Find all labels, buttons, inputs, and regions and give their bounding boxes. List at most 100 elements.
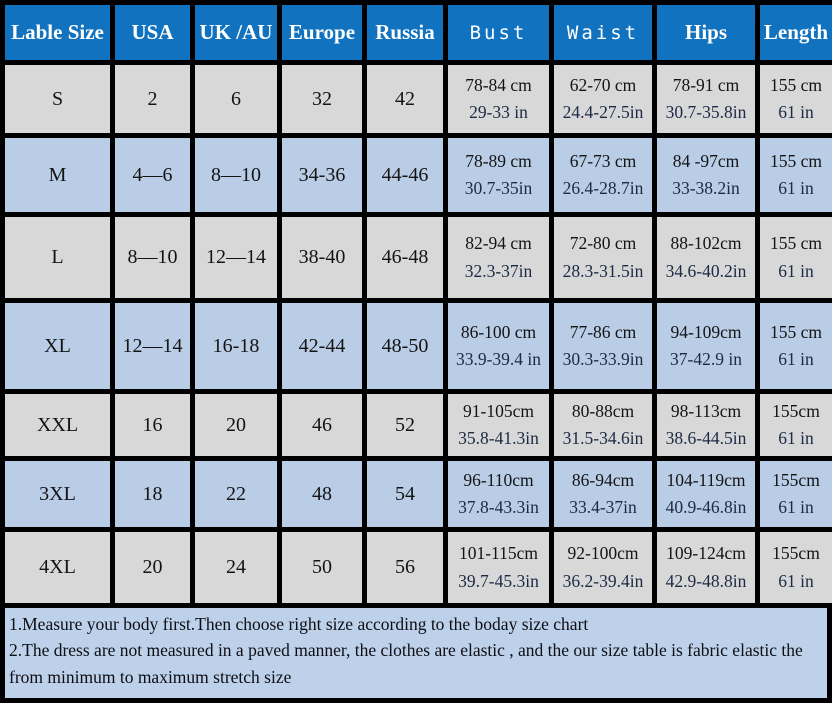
hips-inch-value: 37-42.9 in — [657, 346, 755, 373]
waist-inch-value: 33.4-37in — [554, 494, 652, 521]
uk-au-cell: 24 — [193, 530, 280, 606]
waist-cm-value: 92-100cm — [554, 540, 652, 567]
waist-cm-value: 80-88cm — [554, 398, 652, 425]
usa-cell: 4—6 — [113, 136, 193, 215]
waist-cm-value: 62-70 cm — [554, 72, 652, 99]
waist-inch-value: 26.4-28.7in — [554, 175, 652, 202]
russia-cell: 52 — [365, 392, 446, 459]
usa-cell: 18 — [113, 459, 193, 530]
size-label-cell: XXL — [3, 392, 113, 459]
bust-inch-value: 30.7-35in — [448, 175, 549, 202]
size-label-cell: L — [3, 215, 113, 301]
size-label-cell: S — [3, 63, 113, 136]
usa-cell: 16 — [113, 392, 193, 459]
length-cm-value: 155 cm — [760, 72, 832, 99]
russia-cell: 44-46 — [365, 136, 446, 215]
length-cm-value: 155cm — [760, 540, 832, 567]
hips-inch-value: 33-38.2in — [657, 175, 755, 202]
hips-cm-value: 94-109cm — [657, 319, 755, 346]
usa-cell: 8—10 — [113, 215, 193, 301]
bust-cm-value: 91-105cm — [448, 398, 549, 425]
bust-cm-value: 82-94 cm — [448, 230, 549, 257]
bust-inch-value: 32.3-37in — [448, 258, 549, 285]
uk-au-cell: 20 — [193, 392, 280, 459]
bust-cm-value: 78-89 cm — [448, 148, 549, 175]
col-header-usa: USA — [113, 3, 193, 63]
europe-cell: 50 — [280, 530, 365, 606]
hips-inch-value: 34.6-40.2in — [657, 258, 755, 285]
waist-cm-value: 77-86 cm — [554, 319, 652, 346]
col-header-uk-au: UK /AU — [193, 3, 280, 63]
bust-cm-value: 96-110cm — [448, 467, 549, 494]
uk-au-cell: 6 — [193, 63, 280, 136]
waist-cm-value: 72-80 cm — [554, 230, 652, 257]
europe-cell: 34-36 — [280, 136, 365, 215]
notes-block: 1.Measure your body first.Then choose ri… — [0, 608, 832, 703]
note-line-1: 1.Measure your body first.Then choose ri… — [9, 611, 823, 637]
hips-cm-value: 78-91 cm — [657, 72, 755, 99]
europe-cell: 32 — [280, 63, 365, 136]
hips-cm-value: 109-124cm — [657, 540, 755, 567]
length-inch-value: 61 in — [760, 175, 832, 202]
waist-cm-value: 86-94cm — [554, 467, 652, 494]
length-inch-value: 61 in — [760, 258, 832, 285]
length-inch-value: 61 in — [760, 346, 832, 373]
col-header-lable-size: Lable Size — [3, 3, 113, 63]
col-header-bust: Bust — [446, 3, 552, 63]
length-cm-value: 155cm — [760, 467, 832, 494]
col-header-waist: Waist — [552, 3, 655, 63]
size-label-cell: M — [3, 136, 113, 215]
length-cm-value: 155 cm — [760, 230, 832, 257]
russia-cell: 56 — [365, 530, 446, 606]
waist-inch-value: 30.3-33.9in — [554, 346, 652, 373]
bust-inch-value: 35.8-41.3in — [448, 425, 549, 452]
col-header-europe: Europe — [280, 3, 365, 63]
usa-cell: 12—14 — [113, 301, 193, 392]
waist-cm-value: 67-73 cm — [554, 148, 652, 175]
length-inch-value: 61 in — [760, 494, 832, 521]
bust-cm-value: 101-115cm — [448, 540, 549, 567]
hips-cm-value: 98-113cm — [657, 398, 755, 425]
usa-cell: 2 — [113, 63, 193, 136]
col-header-hips: Hips — [655, 3, 758, 63]
length-inch-value: 61 in — [760, 99, 832, 126]
uk-au-cell: 12—14 — [193, 215, 280, 301]
europe-cell: 46 — [280, 392, 365, 459]
uk-au-cell: 16-18 — [193, 301, 280, 392]
waist-inch-value: 28.3-31.5in — [554, 258, 652, 285]
russia-cell: 46-48 — [365, 215, 446, 301]
waist-inch-value: 36.2-39.4in — [554, 568, 652, 595]
bust-cm-value: 78-84 cm — [448, 72, 549, 99]
bust-cm-value: 86-100 cm — [448, 319, 549, 346]
header-row: Lable Size USA UK /AU Europe Russia Bust… — [3, 3, 832, 63]
hips-inch-value: 42.9-48.8in — [657, 568, 755, 595]
europe-cell: 42-44 — [280, 301, 365, 392]
